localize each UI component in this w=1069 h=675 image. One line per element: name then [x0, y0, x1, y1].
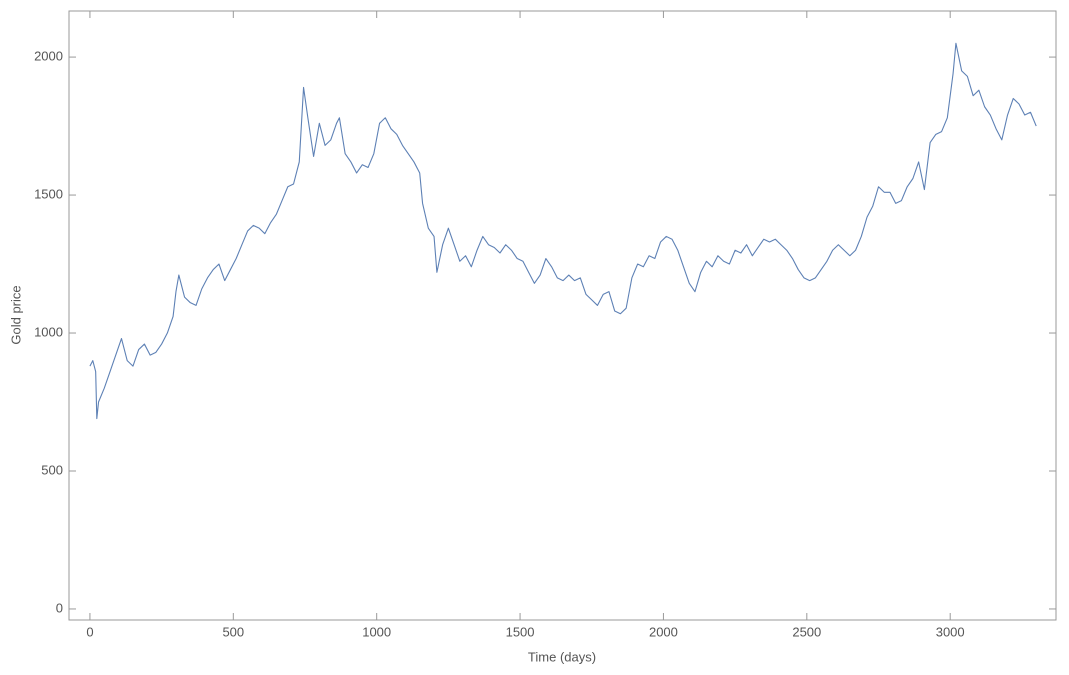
- y-tick-label: 1000: [34, 324, 63, 339]
- x-tick-label: 500: [222, 624, 244, 639]
- x-tick-label: 0: [86, 624, 93, 639]
- x-tick-label: 2500: [792, 624, 821, 639]
- y-tick-label: 0: [56, 600, 63, 615]
- y-axis-label: Gold price: [8, 285, 23, 344]
- x-tick-label: 1500: [506, 624, 535, 639]
- plot-frame: [68, 10, 1057, 621]
- x-tick-label: 1000: [362, 624, 391, 639]
- x-tick-label: 3000: [936, 624, 965, 639]
- x-axis-label: Time (days): [528, 649, 596, 664]
- x-tick-label: 2000: [649, 624, 678, 639]
- y-tick-label: 500: [41, 462, 63, 477]
- y-tick-label: 1500: [34, 186, 63, 201]
- y-tick-label: 2000: [34, 49, 63, 64]
- price-line: [89, 42, 1037, 420]
